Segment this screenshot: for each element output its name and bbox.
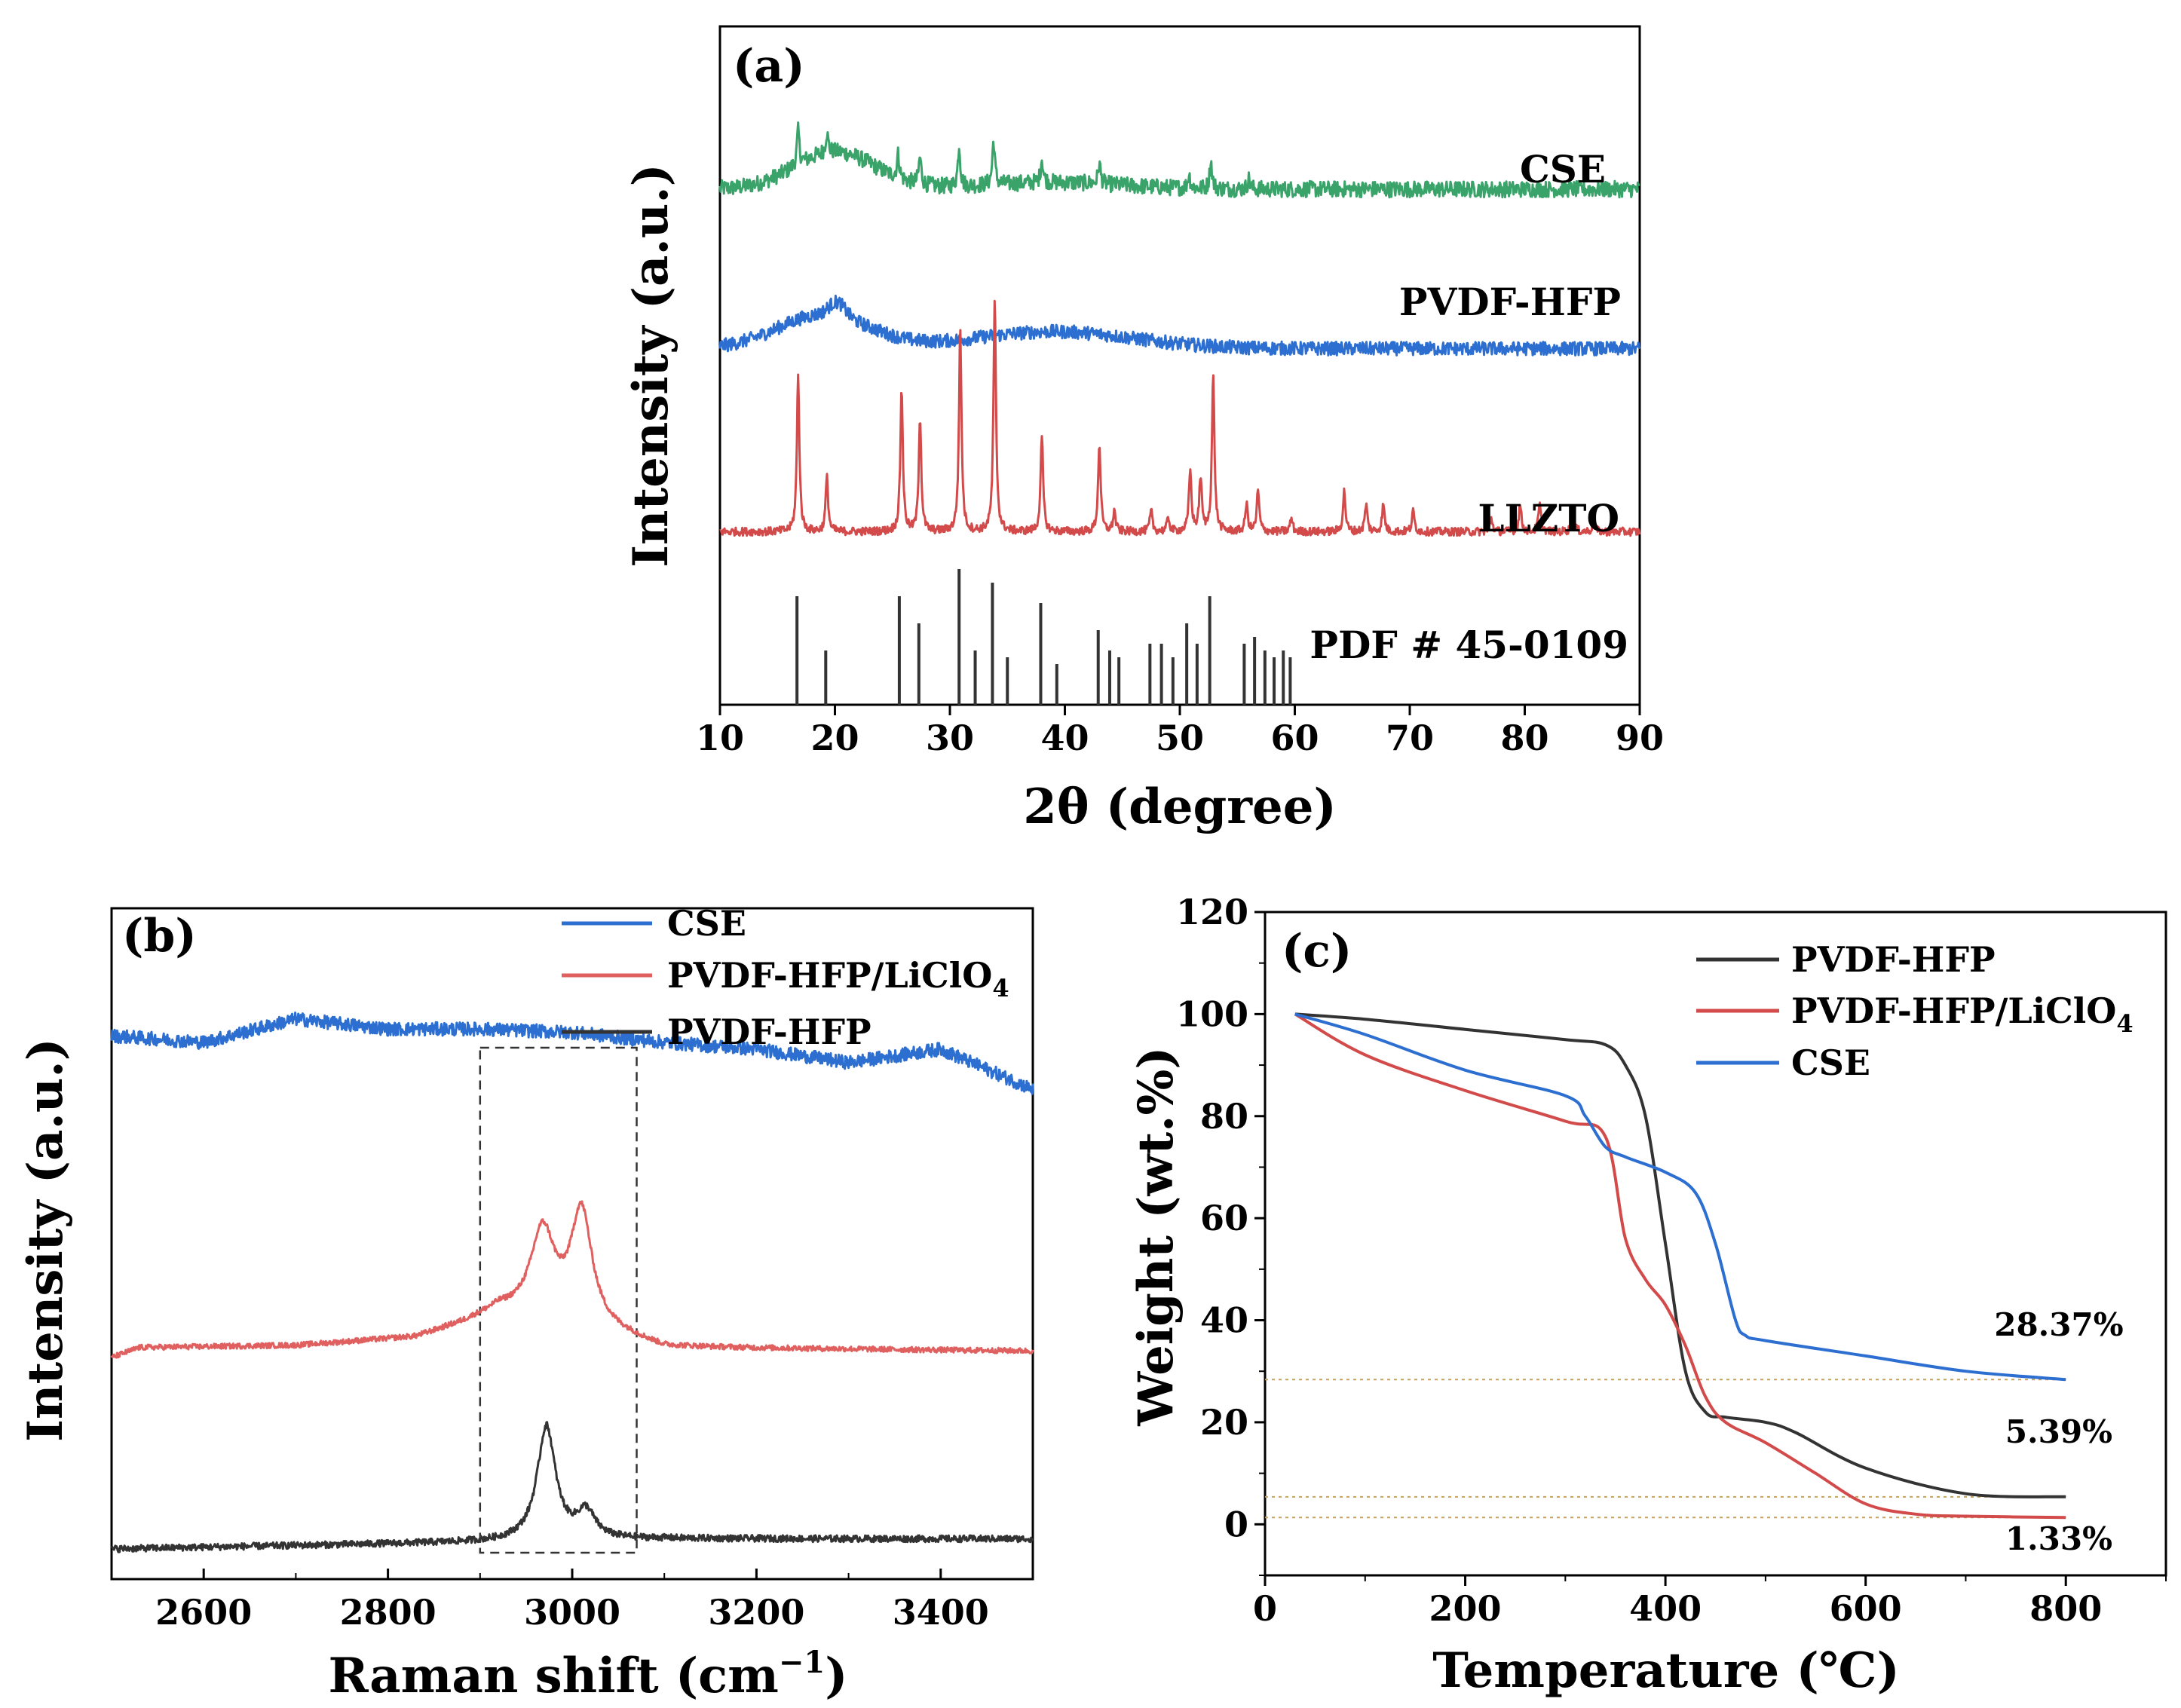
b-traces	[110, 1012, 1034, 1553]
b-x-tick-label: 2600	[155, 1592, 252, 1633]
a-series-cse	[718, 121, 1640, 199]
b-series-pvdf-hfp-liclo4	[110, 1200, 1034, 1359]
c-legend-label-pvdf-licl-main: PVDF-HFP/LiClO	[1791, 990, 2116, 1031]
c-x-ticks: 0 200 400 600 800	[1253, 1575, 2167, 1629]
b-highlight-box	[479, 1046, 638, 1554]
a-x-tick-label: 90	[1616, 718, 1664, 758]
c-legend-label-pvdf: PVDF-HFP	[1791, 939, 1996, 980]
c-legend-label-cse: CSE	[1791, 1042, 1870, 1083]
panel-c: 0 200 400 600 800 0 20 40 60 80 100 120 28.37% 5.39…	[1128, 892, 2167, 1699]
b-x-tick-label: 3000	[524, 1592, 620, 1633]
c-series-cse	[1294, 1012, 2066, 1382]
a-label-cse: CSE	[1520, 147, 1606, 191]
c-x-tick-label: 200	[1429, 1588, 1502, 1629]
b-legend-label-pvdf: PVDF-HFP	[667, 1012, 871, 1052]
a-x-tick-label: 70	[1386, 718, 1434, 758]
a-label-pdf: PDF # 45-0109	[1310, 623, 1628, 667]
c-reference-lines	[1265, 1379, 2066, 1519]
c-y-tick-label: 60	[1200, 1198, 1248, 1238]
c-series-pvdf-hfp-liclo4	[1294, 1012, 2066, 1520]
a-label-llzto: LLZTO	[1478, 496, 1619, 540]
c-y-tick-label: 120	[1176, 892, 1248, 932]
c-annotations: 28.37% 5.39% 1.33%	[1994, 1306, 2123, 1557]
b-plot-frame	[110, 907, 1034, 1581]
c-series-pvdf-hfp	[1294, 1012, 2066, 1498]
a-label-pvdf-hfp: PVDF-HFP	[1399, 280, 1621, 324]
c-y-axis-title: Weight (wt.%)	[1128, 1046, 1184, 1426]
a-x-tick-label: 10	[696, 718, 744, 758]
b-legend-label-pvdf-licl: PVDF-HFP/LiClO4	[667, 955, 1009, 1002]
c-traces	[1294, 1012, 2066, 1520]
b-series-cse	[110, 1012, 1034, 1095]
c-y-tick-label: 100	[1176, 993, 1248, 1034]
b-legend: CSE PVDF-HFP/LiClO4 PVDF-HFP	[562, 903, 1009, 1052]
c-panel-label: (c)	[1282, 925, 1352, 978]
b-x-tick-label: 3400	[893, 1592, 989, 1633]
c-y-tick-label: 80	[1200, 1096, 1248, 1137]
b-x-axis-title-main: Raman shift (cm	[329, 1648, 779, 1704]
b-x-tick-label: 3200	[708, 1592, 804, 1633]
a-x-ticks: 10 20 30 40 50 60 70 80 90	[696, 705, 1664, 758]
c-legend: PVDF-HFP PVDF-HFP/LiClO4 CSE	[1696, 939, 2134, 1083]
b-legend-label-pvdf-licl-main: PVDF-HFP/LiClO	[667, 955, 992, 996]
a-x-tick-label: 60	[1270, 718, 1319, 758]
a-series-llzto	[719, 299, 1641, 537]
c-annotation: 5.39%	[2005, 1413, 2112, 1450]
a-series-pvdf-hfp	[718, 294, 1641, 357]
c-plot-frame	[1264, 911, 2167, 1577]
b-legend-label-cse: CSE	[667, 903, 746, 944]
c-legend-label-pvdf-licl: PVDF-HFP/LiClO4	[1791, 990, 2134, 1038]
c-legend-label-pvdf-licl-sub: 4	[2116, 1009, 2133, 1038]
b-x-axis-title-sup: −1	[779, 1645, 825, 1680]
a-series-pdf-45-0109	[795, 569, 1292, 705]
a-traces	[718, 121, 1641, 705]
c-x-tick-label: 800	[2029, 1588, 2102, 1629]
a-x-tick-label: 20	[810, 718, 859, 758]
panel-a: 10 20 30 40 50 60 70 80 90 (a) CSE PVDF-HFP LLZT…	[623, 25, 1664, 835]
a-x-tick-label: 40	[1040, 718, 1089, 758]
a-x-tick-label: 50	[1156, 718, 1204, 758]
c-y-tick-label: 20	[1200, 1402, 1248, 1443]
c-y-tick-label: 40	[1200, 1300, 1248, 1341]
c-x-tick-label: 600	[1830, 1588, 1902, 1629]
b-panel-label: (b)	[122, 910, 197, 963]
a-y-axis-title: Intensity (a.u.)	[623, 164, 679, 568]
b-x-axis-title-end: )	[825, 1648, 847, 1704]
c-annotation: 28.37%	[1994, 1306, 2123, 1343]
c-y-ticks: 0 20 40 60 80 100 120	[1176, 892, 1265, 1576]
c-x-tick-label: 400	[1629, 1588, 1702, 1629]
b-x-axis-title: Raman shift (cm−1)	[329, 1645, 848, 1704]
c-annotation: 1.33%	[2005, 1520, 2112, 1557]
a-plot-frame	[718, 25, 1641, 706]
a-x-tick-label: 80	[1500, 718, 1548, 758]
c-y-tick-label: 0	[1224, 1504, 1248, 1544]
a-x-axis-title: 2θ (degree)	[1023, 779, 1336, 835]
a-x-tick-label: 30	[926, 718, 974, 758]
b-dashed-box	[479, 1046, 638, 1554]
c-x-axis-title: Temperature (℃)	[1432, 1642, 1899, 1699]
b-x-ticks: 2600 2800 3000 3200 3400	[111, 1569, 1034, 1633]
b-y-axis-title: Intensity (a.u.)	[17, 1038, 74, 1442]
b-x-tick-label: 2800	[340, 1592, 437, 1633]
a-panel-label: (a)	[733, 40, 805, 93]
b-legend-label-pvdf-licl-sub: 4	[992, 974, 1009, 1002]
panel-b: 2600 2800 3000 3200 3400 (b) CSE PVDF-HFP/Li…	[17, 903, 1034, 1704]
b-series-pvdf-hfp	[110, 1421, 1034, 1553]
c-x-tick-label: 0	[1253, 1588, 1277, 1629]
